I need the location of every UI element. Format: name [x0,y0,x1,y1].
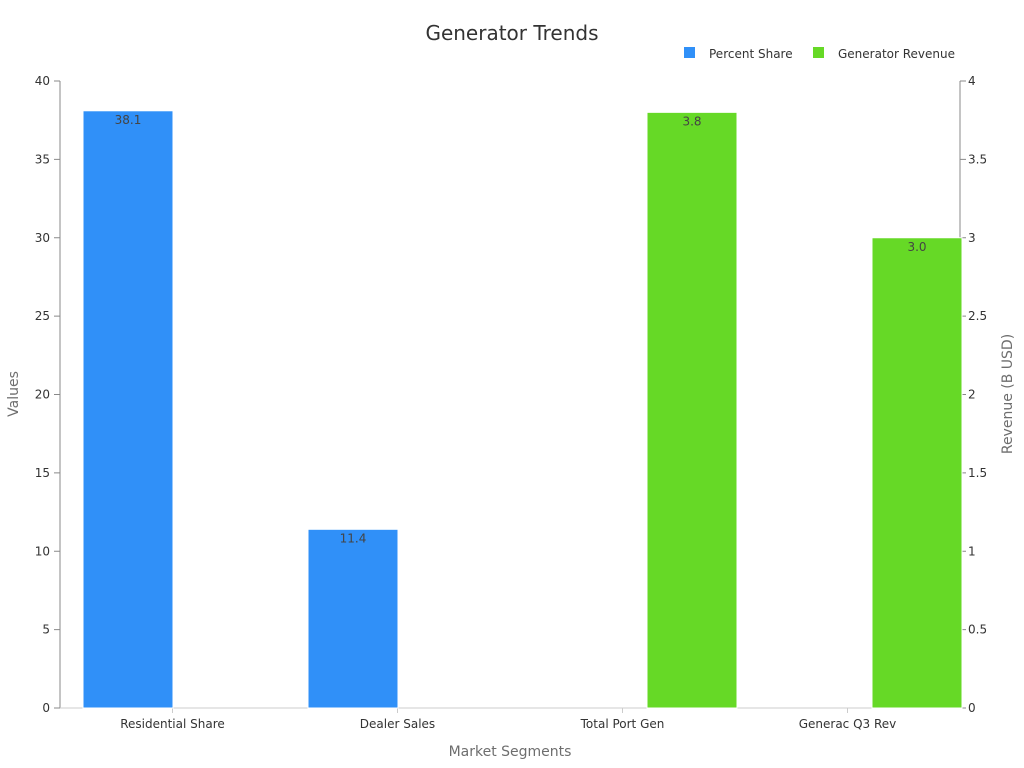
x-axis-title: Market Segments [449,744,572,760]
y2-tick-label: 3 [968,231,976,245]
x-tick-label: Generac Q3 Rev [799,717,897,731]
bar-generator-revenue [646,111,738,709]
y-tick-label: 35 [35,152,50,166]
y2-axis-title: Revenue (B USD) [1000,334,1016,454]
bar-value-label: 11.4 [340,531,367,545]
y2-tick-label: 0.5 [968,623,987,637]
x-tick-label: Dealer Sales [360,717,435,731]
y2-tick-label: 4 [968,74,976,88]
y2-tick-label: 3.5 [968,152,987,166]
y-tick-label: 0 [42,701,50,715]
data-labels: 38.1 11.4 3.8 3.0 [115,113,927,546]
y2-tick-label: 1 [968,544,976,558]
legend-label: Generator Revenue [838,47,955,61]
bar-percent-share [82,110,174,709]
y2-tick-label: 2.5 [968,309,987,323]
x-tick-label: Total Port Gen [580,717,665,731]
y-tick-label: 25 [35,309,50,323]
y2-tick-label: 1.5 [968,466,987,480]
bar-percent-share [307,528,399,709]
legend-swatch [813,47,824,58]
bar-value-label: 3.0 [907,240,926,254]
bar-value-label: 3.8 [682,114,701,128]
bar-generator-revenue [871,237,963,709]
legend: Percent Share Generator Revenue [684,47,955,61]
y-tick-label: 40 [35,74,50,88]
y-tick-label: 30 [35,231,50,245]
y2-tick-label: 2 [968,388,976,402]
legend-swatch [684,47,695,58]
y2-tick-label: 0 [968,701,976,715]
axes: 0 5 10 15 20 25 30 35 40 0 0.5 1 1.5 2 2.5 3 3.5 4 Residen… [35,74,987,731]
y-axis-title: Values [6,371,22,417]
y-tick-label: 15 [35,466,50,480]
bar-value-label: 38.1 [115,113,142,127]
legend-label: Percent Share [709,47,793,61]
y-tick-label: 5 [42,623,50,637]
x-tick-label: Residential Share [120,717,225,731]
y-tick-label: 10 [35,544,50,558]
y-tick-label: 20 [35,388,50,402]
bars [82,110,963,709]
chart-title: Generator Trends [425,21,598,45]
